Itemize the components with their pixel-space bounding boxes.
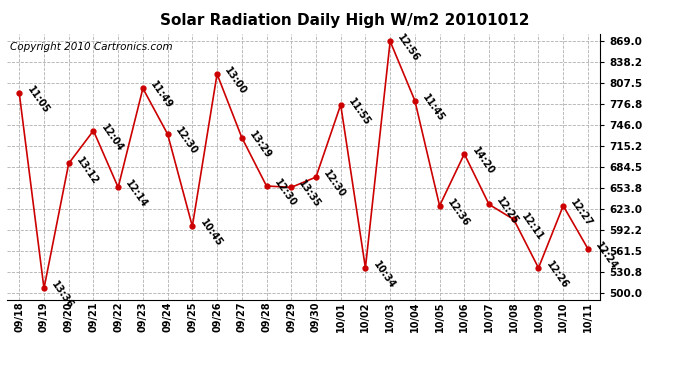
Text: 13:36: 13:36 xyxy=(50,280,75,311)
Text: 10:45: 10:45 xyxy=(198,218,224,249)
Text: 12:11: 12:11 xyxy=(520,211,545,242)
Text: 12:30: 12:30 xyxy=(173,126,199,157)
Text: 12:27: 12:27 xyxy=(569,197,595,228)
Text: Solar Radiation Daily High W/m2 20101012: Solar Radiation Daily High W/m2 20101012 xyxy=(160,13,530,28)
Text: 13:35: 13:35 xyxy=(297,179,323,210)
Text: 14:20: 14:20 xyxy=(470,146,496,177)
Text: 12:14: 12:14 xyxy=(124,179,150,210)
Text: 10:34: 10:34 xyxy=(371,260,397,291)
Text: 11:49: 11:49 xyxy=(148,80,175,111)
Text: 12:25: 12:25 xyxy=(495,196,520,227)
Text: 12:30: 12:30 xyxy=(272,177,298,209)
Text: 11:45: 11:45 xyxy=(420,92,446,123)
Text: 11:05: 11:05 xyxy=(25,85,51,116)
Text: 12:26: 12:26 xyxy=(544,260,570,291)
Text: 11:55: 11:55 xyxy=(346,96,372,128)
Text: 13:29: 13:29 xyxy=(247,129,273,160)
Text: 12:04: 12:04 xyxy=(99,122,125,153)
Text: Copyright 2010 Cartronics.com: Copyright 2010 Cartronics.com xyxy=(10,42,172,52)
Text: 12:36: 12:36 xyxy=(445,197,471,228)
Text: 12:30: 12:30 xyxy=(322,169,348,200)
Text: 12:24: 12:24 xyxy=(593,240,620,272)
Text: 12:56: 12:56 xyxy=(395,33,422,64)
Text: 13:12: 13:12 xyxy=(75,155,100,186)
Text: 13:00: 13:00 xyxy=(223,66,248,97)
